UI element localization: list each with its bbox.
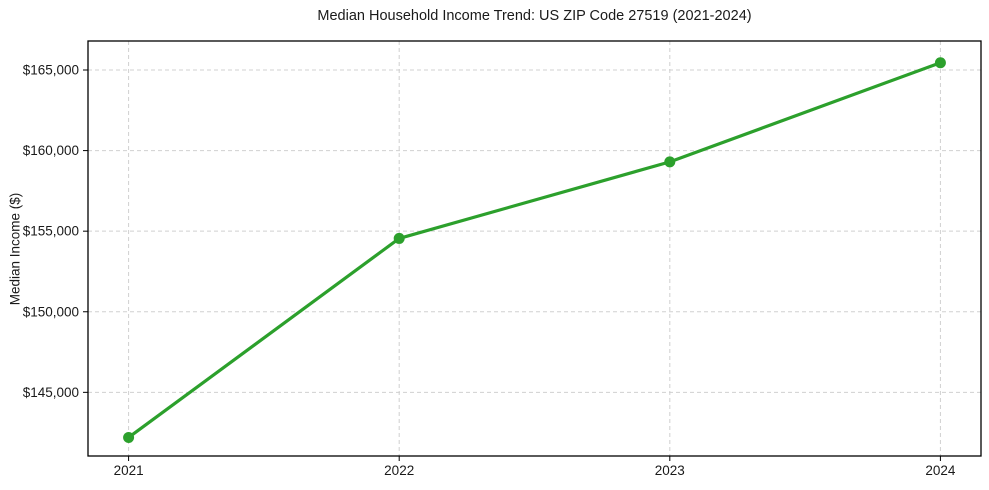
y-axis-label-text: Median Income ($) bbox=[7, 192, 23, 306]
chart-title: Median Household Income Trend: US ZIP Co… bbox=[317, 8, 752, 24]
data-point bbox=[934, 57, 946, 69]
x-tick-label: 2024 bbox=[925, 463, 956, 478]
data-point bbox=[664, 156, 676, 168]
x-tick-label: 2023 bbox=[655, 463, 685, 478]
y-tick-label: $145,000 bbox=[23, 385, 79, 400]
y-tick-label: $165,000 bbox=[23, 63, 79, 78]
y-tick-label: $155,000 bbox=[23, 224, 79, 239]
y-tick-label: $160,000 bbox=[23, 143, 79, 158]
y-tick-label: $150,000 bbox=[23, 304, 79, 319]
plot-border bbox=[87, 40, 982, 457]
data-point bbox=[393, 232, 405, 244]
x-tick-label: 2022 bbox=[384, 463, 414, 478]
data-line bbox=[126, 61, 943, 440]
x-tick-label: 2021 bbox=[114, 463, 144, 478]
data-point bbox=[123, 431, 135, 443]
